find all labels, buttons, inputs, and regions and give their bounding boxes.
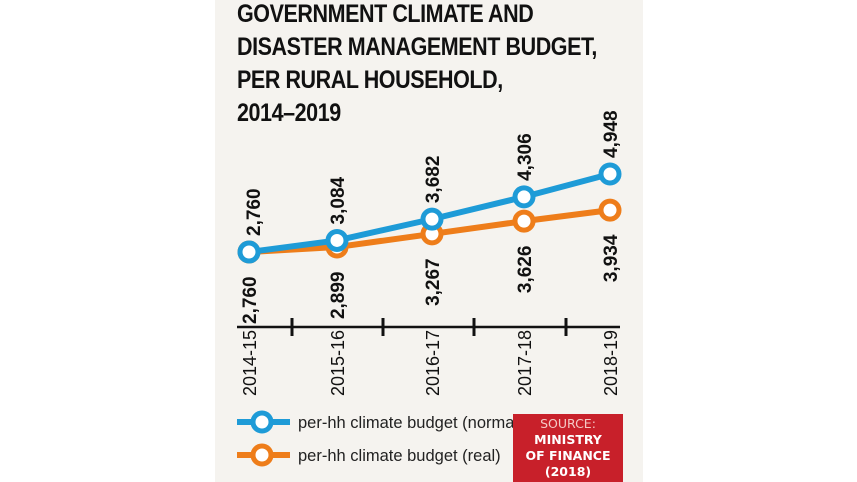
title-line: GOVERNMENT CLIMATE AND [237, 0, 534, 28]
legend-label: per-hh climate budget (normal) [298, 414, 524, 432]
x-tick-label: 2017-18 [515, 330, 535, 396]
data-point [598, 162, 622, 186]
chart-title: GOVERNMENT CLIMATE AND DISASTER MANAGEME… [237, 0, 641, 130]
title-line: 2014–2019 [237, 99, 341, 127]
data-label: 2,760 [240, 276, 261, 324]
legend: per-hh climate budget (normal) per-hh cli… [237, 410, 524, 467]
data-point [325, 228, 349, 252]
source-line: OF FINANCE [525, 448, 611, 463]
title-line: DISASTER MANAGEMENT BUDGET, [237, 33, 597, 61]
data-label: 3,084 [328, 176, 349, 224]
data-point [512, 209, 536, 233]
source-line: (2018) [544, 464, 592, 479]
x-tick-label: 2018-19 [601, 330, 621, 396]
x-axis: 2014-15 2015-16 2016-17 2017-18 2018-19 [237, 318, 621, 396]
legend-marker [250, 443, 274, 467]
legend-label: per-hh climate budget (real) [298, 447, 501, 465]
title-line: PER RURAL HOUSEHOLD, [237, 66, 503, 94]
data-label: 4,306 [515, 133, 536, 181]
data-point [598, 198, 622, 222]
x-tick-label: 2014-15 [240, 330, 260, 396]
x-tick-label: 2016-17 [423, 330, 443, 396]
data-label: 3,682 [423, 156, 444, 204]
data-point [420, 207, 444, 231]
data-label: 2,760 [244, 188, 265, 236]
data-label: 4,948 [601, 110, 622, 158]
data-label: 3,267 [423, 258, 444, 306]
data-point [512, 185, 536, 209]
legend-marker [250, 410, 274, 434]
data-label: 2,899 [328, 271, 349, 319]
source-box: SOURCE: MINISTRY OF FINANCE (2018) [513, 414, 623, 482]
data-label: 3,626 [515, 246, 536, 294]
source-line: MINISTRY [534, 432, 602, 447]
source-label: SOURCE: [540, 416, 596, 431]
x-tick-label: 2015-16 [328, 330, 348, 396]
data-label: 3,934 [601, 234, 622, 282]
data-point [237, 240, 261, 264]
